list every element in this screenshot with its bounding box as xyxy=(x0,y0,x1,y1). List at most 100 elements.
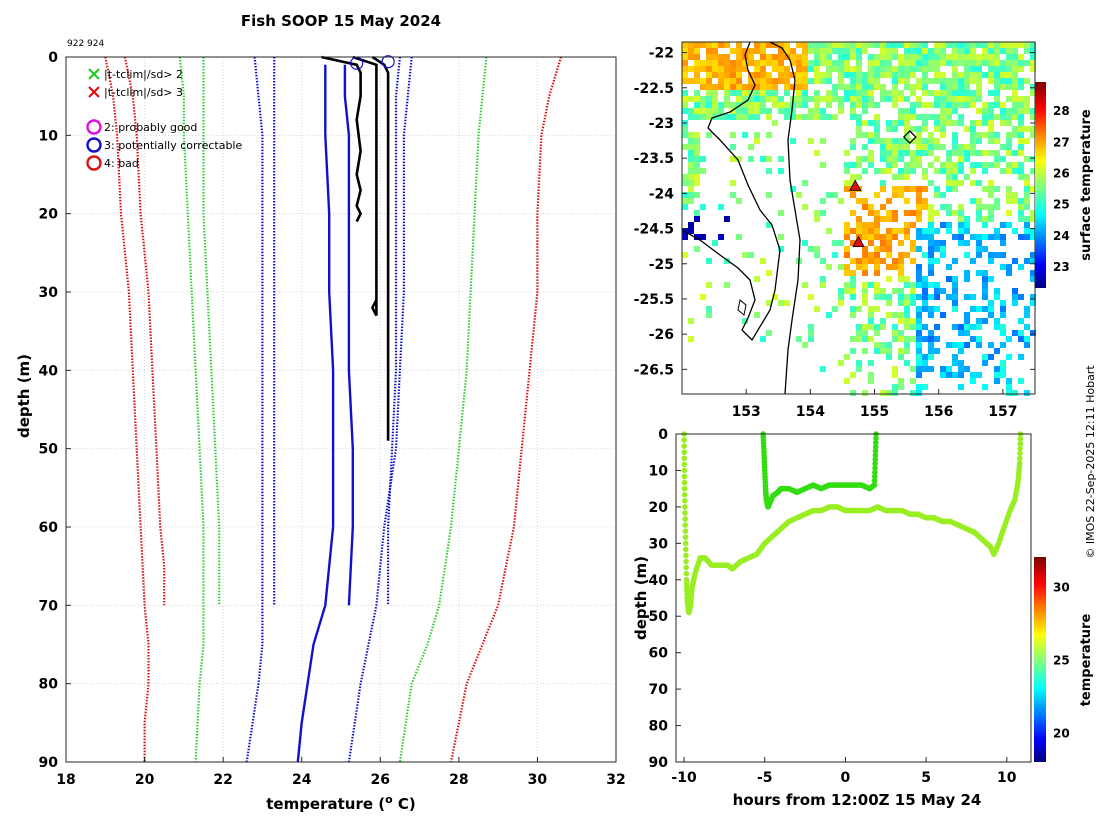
sst-cell xyxy=(862,90,868,96)
sst-cell xyxy=(742,102,748,108)
sst-cell xyxy=(688,114,694,120)
sst-cell xyxy=(958,228,964,234)
sst-cell xyxy=(808,78,814,84)
sst-cell xyxy=(862,264,868,270)
sst-cell xyxy=(844,150,850,156)
data-point xyxy=(871,473,878,480)
sst-cell xyxy=(814,72,820,78)
data-point xyxy=(873,439,879,446)
sst-cell xyxy=(688,138,694,144)
sst-cell xyxy=(700,156,706,162)
sst-cell xyxy=(820,210,826,216)
sst-cell xyxy=(916,198,922,204)
sst-cell xyxy=(796,90,802,96)
sst-cell xyxy=(922,84,928,90)
sst-cell xyxy=(874,114,880,120)
sst-cell xyxy=(1006,222,1012,228)
map-y-tick-label: -22 xyxy=(649,46,674,62)
sst-cell xyxy=(874,126,880,132)
sst-cell xyxy=(832,240,838,246)
sst-cell xyxy=(958,96,964,102)
sst-cell xyxy=(844,264,850,270)
sst-cell xyxy=(682,204,688,210)
sst-cell xyxy=(868,234,874,240)
sst-cell xyxy=(964,102,970,108)
sst-cell xyxy=(1000,264,1006,270)
sst-cell xyxy=(742,66,748,72)
sst-cell xyxy=(850,162,856,168)
sst-cell xyxy=(1012,54,1018,60)
sst-cell xyxy=(988,60,994,66)
sst-cell xyxy=(736,48,742,54)
sst-cell xyxy=(946,180,952,186)
sst-cell xyxy=(1024,222,1030,228)
sst-cell xyxy=(922,54,928,60)
sst-cell xyxy=(1024,126,1030,132)
sst-cell xyxy=(814,78,820,84)
sst-cell xyxy=(1006,198,1012,204)
sst-cell xyxy=(1012,108,1018,114)
data-point xyxy=(681,491,688,498)
sst-cell xyxy=(748,252,754,258)
sst-cell xyxy=(934,348,940,354)
sst-cell xyxy=(940,372,946,378)
sst-cell xyxy=(898,276,904,282)
sst-cell xyxy=(898,96,904,102)
x-tick-label: 20 xyxy=(135,772,155,788)
sst-cell xyxy=(904,66,910,72)
sst-cell xyxy=(862,204,868,210)
sst-cell xyxy=(970,234,976,240)
sst-cell xyxy=(922,48,928,54)
sst-cell xyxy=(712,54,718,60)
sst-cell xyxy=(748,96,754,102)
sst-cell xyxy=(850,174,856,180)
sst-cell xyxy=(892,120,898,126)
sst-cell xyxy=(928,252,934,258)
sst-cell xyxy=(970,336,976,342)
sst-cell xyxy=(886,42,892,48)
sst-cell xyxy=(1024,138,1030,144)
sst-cell xyxy=(874,60,880,66)
sst-cell xyxy=(772,78,778,84)
map-panel: 153 154 155 156 157 -22-22.5-23-23.5-24-24.5… xyxy=(634,41,1094,420)
sst-cell xyxy=(1024,306,1030,312)
sst-cell xyxy=(832,192,838,198)
sst-cell xyxy=(880,246,886,252)
sst-cell xyxy=(964,144,970,150)
map-y-tick-label: -26 xyxy=(649,327,674,343)
sst-cell xyxy=(904,312,910,318)
sst-cell xyxy=(988,234,994,240)
sst-cell xyxy=(1030,186,1036,192)
sst-cell xyxy=(1006,390,1012,396)
sst-cell xyxy=(916,246,922,252)
sst-cell xyxy=(844,180,850,186)
sst-cell xyxy=(970,96,976,102)
sst-cell xyxy=(700,168,706,174)
sst-cell xyxy=(994,366,1000,372)
sst-cell xyxy=(1018,126,1024,132)
sst-cell xyxy=(742,90,748,96)
sst-cell xyxy=(700,234,706,240)
sst-cell xyxy=(814,96,820,102)
chart-title: Fish SOOP 15 May 2024 xyxy=(241,12,441,30)
sst-cell xyxy=(892,144,898,150)
sst-cell xyxy=(844,48,850,54)
sst-cell xyxy=(874,330,880,336)
sst-cell xyxy=(1000,324,1006,330)
sst-cell xyxy=(952,150,958,156)
sst-cell xyxy=(922,60,928,66)
map-x-ticks: 153 154 155 156 157 xyxy=(732,389,1018,420)
sst-cell xyxy=(886,156,892,162)
sst-cell xyxy=(904,210,910,216)
sst-cell xyxy=(1000,168,1006,174)
sst-cell xyxy=(1030,210,1036,216)
data-point xyxy=(681,498,688,504)
sst-cell xyxy=(982,318,988,324)
sst-cell xyxy=(904,144,910,150)
sst-cell xyxy=(694,102,700,108)
sst-cell xyxy=(1000,108,1006,114)
sst-cell xyxy=(760,336,766,342)
sst-cell xyxy=(880,342,886,348)
y-tick-label: 60 xyxy=(39,520,59,536)
sst-cell xyxy=(700,114,706,120)
